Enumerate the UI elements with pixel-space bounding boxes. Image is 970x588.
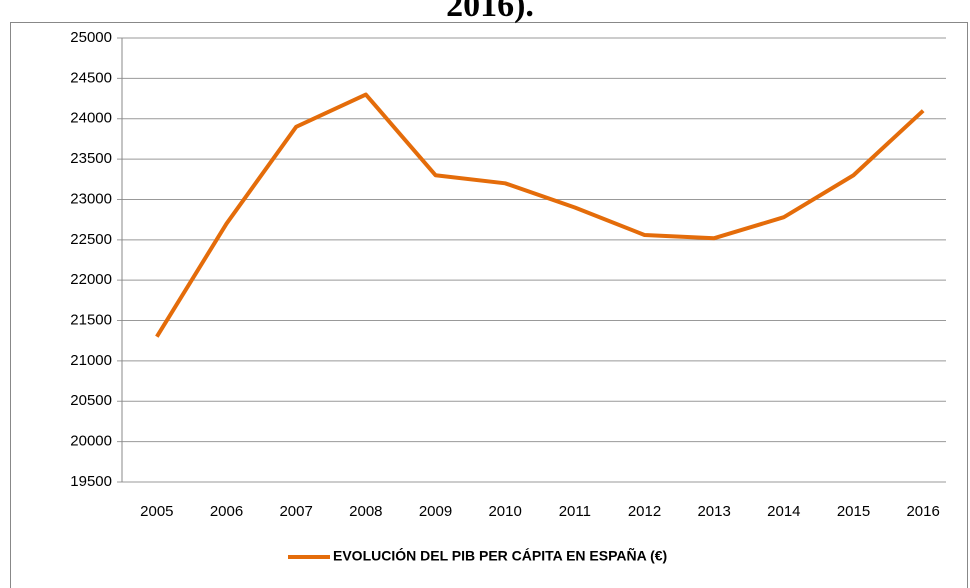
chart-frame	[10, 22, 968, 588]
x-tick-label: 2005	[140, 503, 173, 520]
x-tick-label: 2007	[279, 503, 312, 520]
y-tick-label: 25000	[70, 29, 112, 46]
x-tick-label: 2014	[767, 503, 800, 520]
x-tick-label: 2011	[559, 503, 591, 520]
x-tick-label: 2013	[697, 503, 730, 520]
y-tick-label: 19500	[70, 473, 112, 490]
x-tick-label: 2012	[628, 503, 661, 520]
y-tick-label: 21500	[70, 312, 112, 329]
y-tick-label: 24000	[70, 110, 112, 127]
line-series	[155, 92, 925, 338]
y-tick-label: 23500	[70, 150, 112, 167]
chart-title: 2016).	[446, 0, 534, 24]
y-tick-label: 22000	[70, 271, 112, 288]
x-tick-label: 2009	[419, 503, 452, 520]
y-tick-label: 23000	[70, 190, 112, 207]
y-tick-label: 22500	[70, 231, 112, 248]
y-tick-label: 20000	[70, 433, 112, 450]
x-tick-label: 2015	[837, 503, 870, 520]
x-tick-label: 2016	[906, 503, 939, 520]
legend-label: EVOLUCIÓN DEL PIB PER CÁPITA EN ESPAÑA (…	[333, 547, 667, 564]
x-tick-label: 2010	[488, 503, 521, 520]
y-tick-label: 21000	[70, 352, 112, 369]
x-tick-label: 2008	[349, 503, 382, 520]
y-tick-label: 24500	[70, 69, 112, 86]
y-tick-label: 20500	[70, 392, 112, 409]
x-tick-label: 2006	[210, 503, 243, 520]
